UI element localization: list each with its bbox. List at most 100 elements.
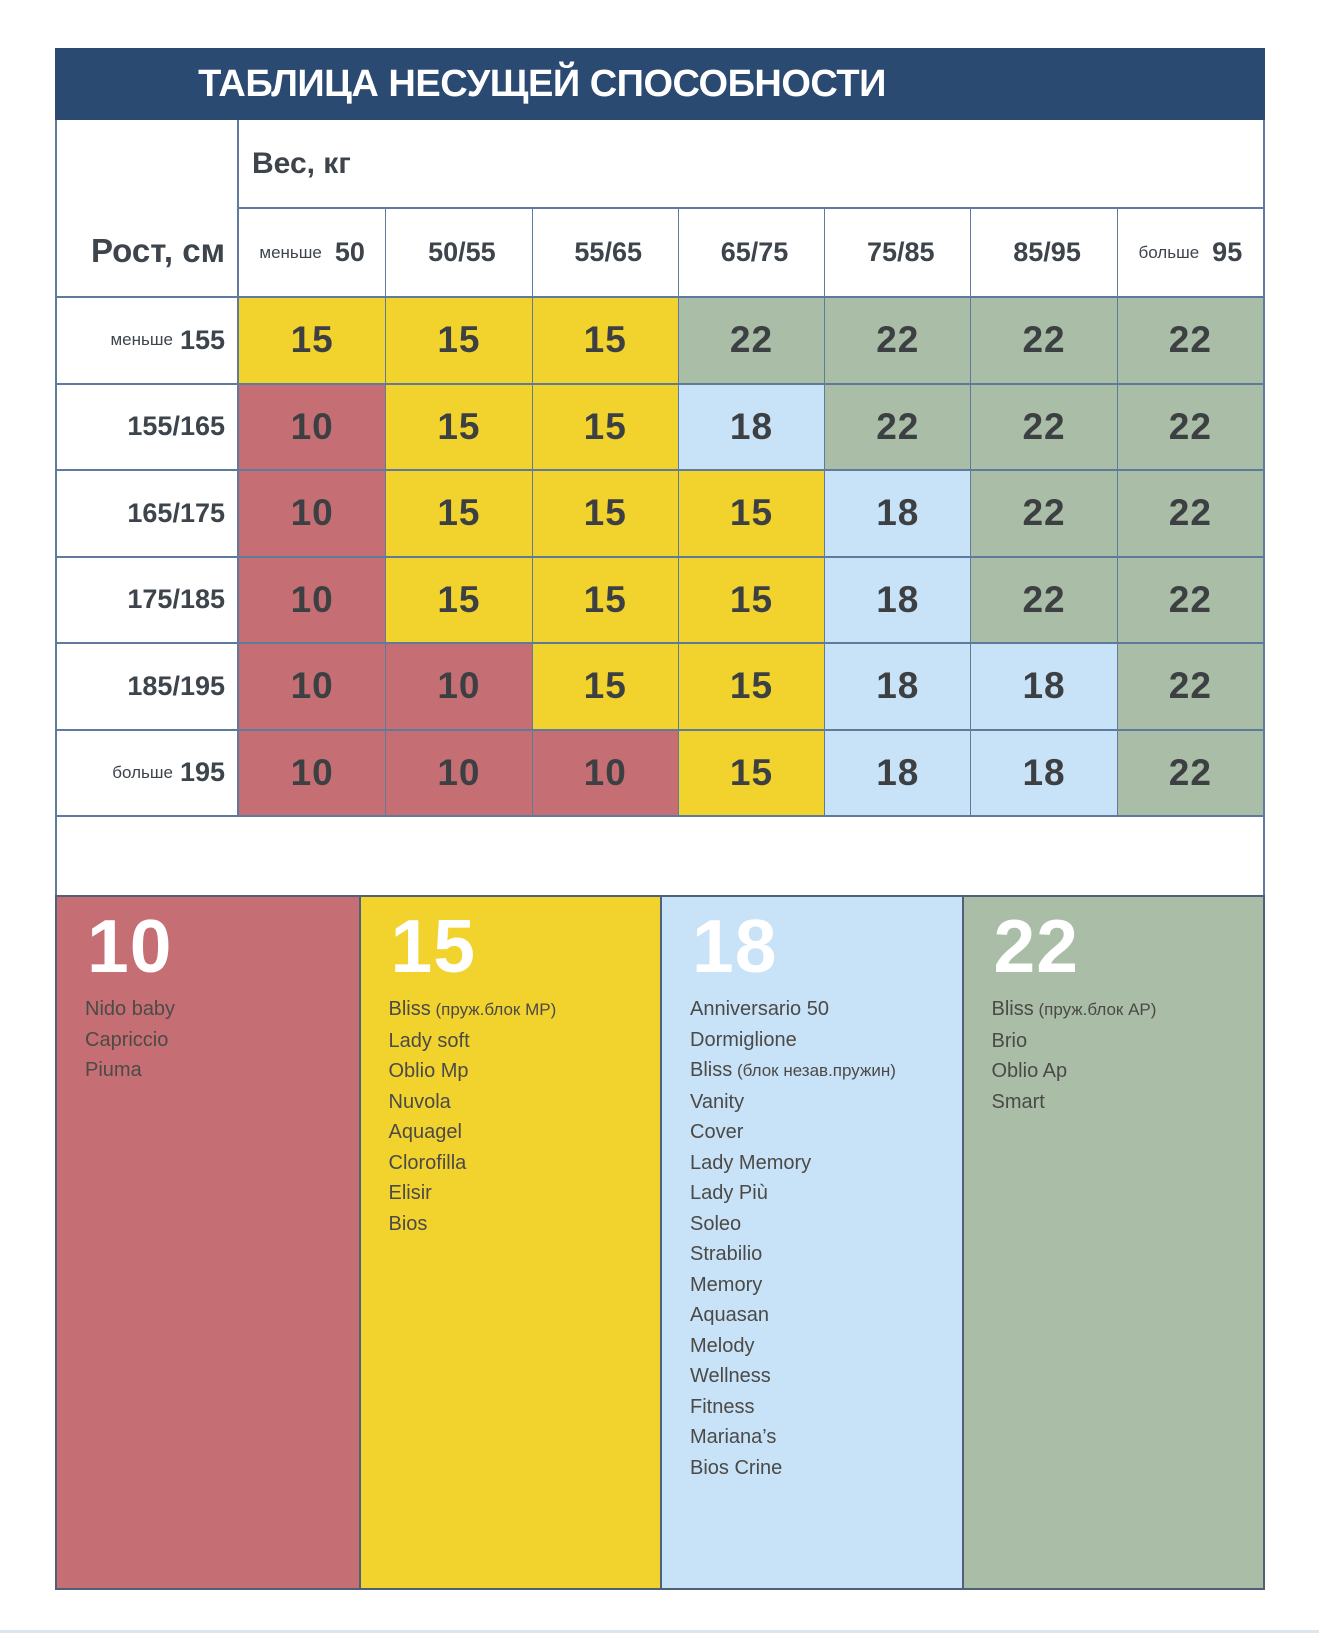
- product-item: Capriccio: [85, 1028, 169, 1051]
- capacity-cell: 15: [531, 469, 678, 556]
- capacity-cell: 15: [531, 296, 678, 383]
- product-item: Bliss (пруж.блок MP): [388, 998, 557, 1020]
- product-item: Mariana’s: [690, 1426, 777, 1448]
- row-label: меньше 155: [57, 296, 239, 383]
- product-item: Clorofilla: [388, 1151, 467, 1174]
- legend-block-15: 15 Bliss (пруж.блок MP) Lady soft Oblio Mp…: [358, 897, 661, 1588]
- row-label: 175/185: [57, 555, 239, 642]
- product-item: Bios: [388, 1212, 428, 1235]
- product-item: Aquasan: [690, 1304, 769, 1326]
- capacity-cell: 10: [385, 642, 532, 729]
- weight-col-header: 75/85: [824, 209, 970, 296]
- row-label-value: 175/185: [127, 584, 225, 615]
- capacity-cell: 15: [677, 469, 825, 556]
- legend-product-list: Anniversario 50 Dormiglione Bliss (блок не…: [662, 984, 962, 1483]
- row-label-prefix: меньше: [110, 330, 173, 350]
- weight-col-header: меньше 50: [239, 209, 385, 296]
- capacity-cell: 15: [385, 382, 532, 469]
- page-title: ТАБЛИЦА НЕСУЩЕЙ СПОСОБНОСТИ: [198, 62, 886, 105]
- row-label: 185/195: [57, 642, 239, 729]
- legend-product-list: Bliss (пруж.блок AP) Brio Oblio Ap Smart: [964, 984, 1264, 1117]
- weight-col-header: больше 95: [1116, 209, 1263, 296]
- title-bar: ТАБЛИЦА НЕСУЩЕЙ СПОСОБНОСТИ: [55, 48, 1265, 120]
- capacity-cell: 15: [385, 296, 532, 383]
- height-axis-label: Рост, см: [57, 120, 239, 296]
- product-item: Oblio Mp: [388, 1060, 469, 1082]
- legend-product-list: Bliss (пруж.блок MP) Lady soft Oblio Mp Nuv…: [361, 984, 661, 1239]
- capacity-cell: 22: [970, 296, 1117, 383]
- product-item: Cover: [690, 1121, 744, 1143]
- capacity-cell: 18: [970, 728, 1117, 815]
- weight-col-value: 50/55: [428, 237, 496, 267]
- product-item: Elisir: [388, 1182, 432, 1204]
- row-label: больше 195: [57, 728, 239, 815]
- capacity-cell: 22: [824, 382, 971, 469]
- weight-col-header: 55/65: [531, 209, 678, 296]
- capacity-cell: 15: [239, 296, 386, 383]
- product-item: Strabilio: [690, 1243, 763, 1265]
- product-item: Vanity: [690, 1090, 745, 1113]
- capacity-cell: 15: [677, 728, 825, 815]
- capacity-cell: 10: [385, 728, 532, 815]
- capacity-cell: 18: [824, 642, 971, 729]
- capacity-cell: 15: [531, 382, 678, 469]
- legend: 10 Nido baby Capriccio Piuma 15 Bliss (пру…: [55, 895, 1265, 1590]
- product-item: Fitness: [690, 1395, 755, 1418]
- product-item: Wellness: [690, 1365, 771, 1387]
- capacity-sheet: ТАБЛИЦА НЕСУЩЕЙ СПОСОБНОСТИ Рост, см Вес…: [55, 48, 1265, 1590]
- page-bottom-line: [0, 1630, 1319, 1633]
- product-item: Nuvola: [388, 1090, 451, 1113]
- capacity-cell: 15: [677, 555, 825, 642]
- product-item: Brio: [991, 1029, 1028, 1052]
- weight-col-value: 75/85: [866, 237, 935, 267]
- capacity-cell: 15: [385, 469, 532, 556]
- product-item: Dormiglione: [690, 1028, 797, 1051]
- product-item: Bliss (блок незав.пружин): [690, 1059, 896, 1081]
- product-item: Memory: [690, 1273, 763, 1296]
- product-item: Soleo: [690, 1212, 742, 1235]
- weight-col-value: 50: [334, 237, 365, 267]
- weight-col-value: 95: [1212, 237, 1243, 267]
- row-label-value: 155/165: [127, 411, 225, 442]
- product-item: Aquagel: [388, 1121, 462, 1143]
- product-item: Melody: [690, 1334, 755, 1357]
- legend-block-10: 10 Nido baby Capriccio Piuma: [57, 897, 359, 1588]
- product-item: Oblio Ap: [991, 1060, 1068, 1082]
- capacity-cell: 22: [1116, 728, 1263, 815]
- product-item: Bios Crine: [690, 1456, 783, 1479]
- capacity-cell: 10: [239, 642, 386, 729]
- weight-col-value: 55/65: [574, 237, 642, 267]
- legend-block-22: 22 Bliss (пруж.блок AP) Brio Oblio Ap Smart: [961, 897, 1264, 1588]
- capacity-cell: 15: [677, 642, 825, 729]
- capacity-table: Рост, см Вес, кг меньше 50 50/55 55/65 65…: [55, 120, 1265, 817]
- capacity-cell: 15: [385, 555, 532, 642]
- product-item: Bliss (пруж.блок AP): [991, 998, 1157, 1020]
- capacity-cell: 22: [1116, 555, 1263, 642]
- row-label-value: 185/195: [127, 670, 225, 701]
- product-item: Piuma: [85, 1059, 142, 1081]
- row-label: 165/175: [57, 469, 239, 556]
- weight-col-header: 50/55: [385, 209, 531, 296]
- capacity-cell: 18: [824, 469, 971, 556]
- capacity-cell: 22: [1116, 469, 1263, 556]
- capacity-cell: 18: [824, 728, 971, 815]
- legend-score: 22: [993, 904, 1079, 988]
- capacity-cell: 15: [531, 555, 678, 642]
- legend-score: 10: [87, 904, 173, 988]
- capacity-cell: 22: [970, 382, 1117, 469]
- legend-product-list: Nido baby Capriccio Piuma: [57, 984, 359, 1086]
- weight-col-value: 85/95: [1013, 237, 1081, 267]
- weight-col-prefix: меньше: [259, 242, 322, 262]
- capacity-cell: 10: [531, 728, 678, 815]
- product-item: Anniversario 50: [690, 998, 829, 1020]
- capacity-cell: 18: [970, 642, 1117, 729]
- product-item: Lady soft: [388, 1029, 470, 1052]
- capacity-cell: 15: [531, 642, 678, 729]
- legend-score: 18: [692, 904, 778, 988]
- capacity-cell: 22: [1116, 642, 1263, 729]
- legend-score: 15: [390, 904, 476, 988]
- capacity-cell: 22: [677, 296, 825, 383]
- product-item: Nido baby: [85, 998, 176, 1020]
- table-legend-spacer: [55, 817, 1265, 895]
- capacity-cell: 10: [239, 469, 386, 556]
